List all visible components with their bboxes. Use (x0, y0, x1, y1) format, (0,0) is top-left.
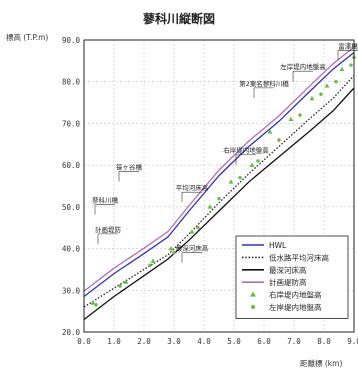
x-tick-label: 5.0 (227, 337, 241, 346)
series-point-dot (148, 263, 152, 267)
series-point-triangle (189, 229, 195, 234)
plot-frame (83, 39, 355, 333)
series-point-dot (172, 251, 176, 255)
series-point-dot (217, 196, 221, 201)
annotation-label: 計画堤防 (95, 225, 122, 234)
series-point-dot (238, 175, 242, 180)
y-tick-label: 20.0 (62, 328, 81, 337)
series-line-0 (83, 51, 355, 298)
annotation-label: 最深河床高 (176, 244, 209, 253)
legend-label: HWL (269, 241, 287, 250)
x-tick-label: 2.0 (137, 337, 151, 346)
series-line-3 (83, 46, 355, 292)
series-point-triangle (123, 279, 129, 284)
y-axis-label: 標高 (T.P.m) (6, 32, 48, 42)
series-point-triangle (90, 300, 96, 305)
series-point-triangle (168, 245, 174, 251)
series-point-triangle (249, 162, 255, 167)
x-tick-label: 9.0 (347, 337, 358, 346)
legend-label: 低水路平均河床高 (269, 252, 329, 262)
legend-label: 右岸堤内地盤高 (269, 290, 322, 300)
series-point-dot (349, 63, 353, 67)
y-tick-label: 80.0 (62, 78, 81, 87)
x-tick-label: 8.0 (317, 337, 331, 346)
series-point-triangle (228, 179, 234, 184)
x-tick-label: 6.0 (257, 337, 271, 346)
legend-label: 左岸堤内地盤高 (269, 302, 322, 312)
y-tick-label: 50.0 (62, 203, 81, 212)
legend-swatch-dot (251, 305, 255, 309)
series-point-triangle (267, 129, 273, 134)
series-point-triangle (288, 116, 294, 122)
series-point-dot (256, 159, 260, 163)
legend-swatch-triangle (250, 291, 256, 297)
series-point-dot (277, 138, 281, 142)
x-tick-label: 3.0 (167, 337, 181, 346)
series-point-triangle (324, 83, 330, 88)
y-tick-label: 60.0 (62, 161, 81, 170)
series-line-1 (83, 75, 355, 308)
series-point-triangle (309, 95, 315, 101)
series-point-dot (196, 226, 200, 230)
series-layer (83, 46, 357, 321)
legend-label: 計画堤防高 (269, 277, 307, 287)
annotation-label: 蓼科川橋 (92, 196, 119, 205)
annotation-label: 平均河床高 (176, 183, 209, 192)
series-line-2 (83, 87, 355, 321)
x-axis-label: 距離標 (km) (300, 358, 342, 368)
legend-label: 最深河床高 (269, 265, 307, 275)
x-tick-label: 0.0 (77, 337, 91, 346)
legend-box (235, 235, 349, 319)
annotation-label: 右岸堤内地盤高 (223, 146, 269, 155)
annotation-label: 笹ヶ谷橋 (116, 162, 143, 171)
series-point-dot (298, 113, 302, 117)
series-point-dot (319, 92, 323, 96)
y-tick-label: 90.0 (62, 36, 81, 45)
series-point-triangle (207, 204, 213, 209)
annotation-label: 富澤橋 (338, 41, 358, 50)
annotation-label: 第2東名蓼科川橋 (239, 79, 289, 88)
y-tick-label: 70.0 (62, 119, 81, 128)
series-point-dot (94, 303, 98, 307)
chart-title: 蓼科川縦断図 (142, 11, 215, 26)
tick-labels: 0.0 1.0 2.0 3.0 4.0 5.0 6.0 7.0 8.0 9.0 20.0 30.0 40… (62, 36, 358, 346)
x-tick-label: 1.0 (107, 337, 121, 346)
y-tick-label: 30.0 (62, 286, 81, 295)
series-point-triangle (339, 66, 345, 71)
series-point-dot (334, 80, 338, 84)
x-tick-label: 4.0 (197, 337, 211, 346)
y-tick-label: 40.0 (62, 245, 81, 254)
series-point-triangle (150, 258, 156, 263)
series-point-dot (118, 284, 122, 288)
annotation-label: 左岸堤内地盤高 (280, 62, 326, 71)
x-tick-label: 7.0 (287, 337, 301, 346)
